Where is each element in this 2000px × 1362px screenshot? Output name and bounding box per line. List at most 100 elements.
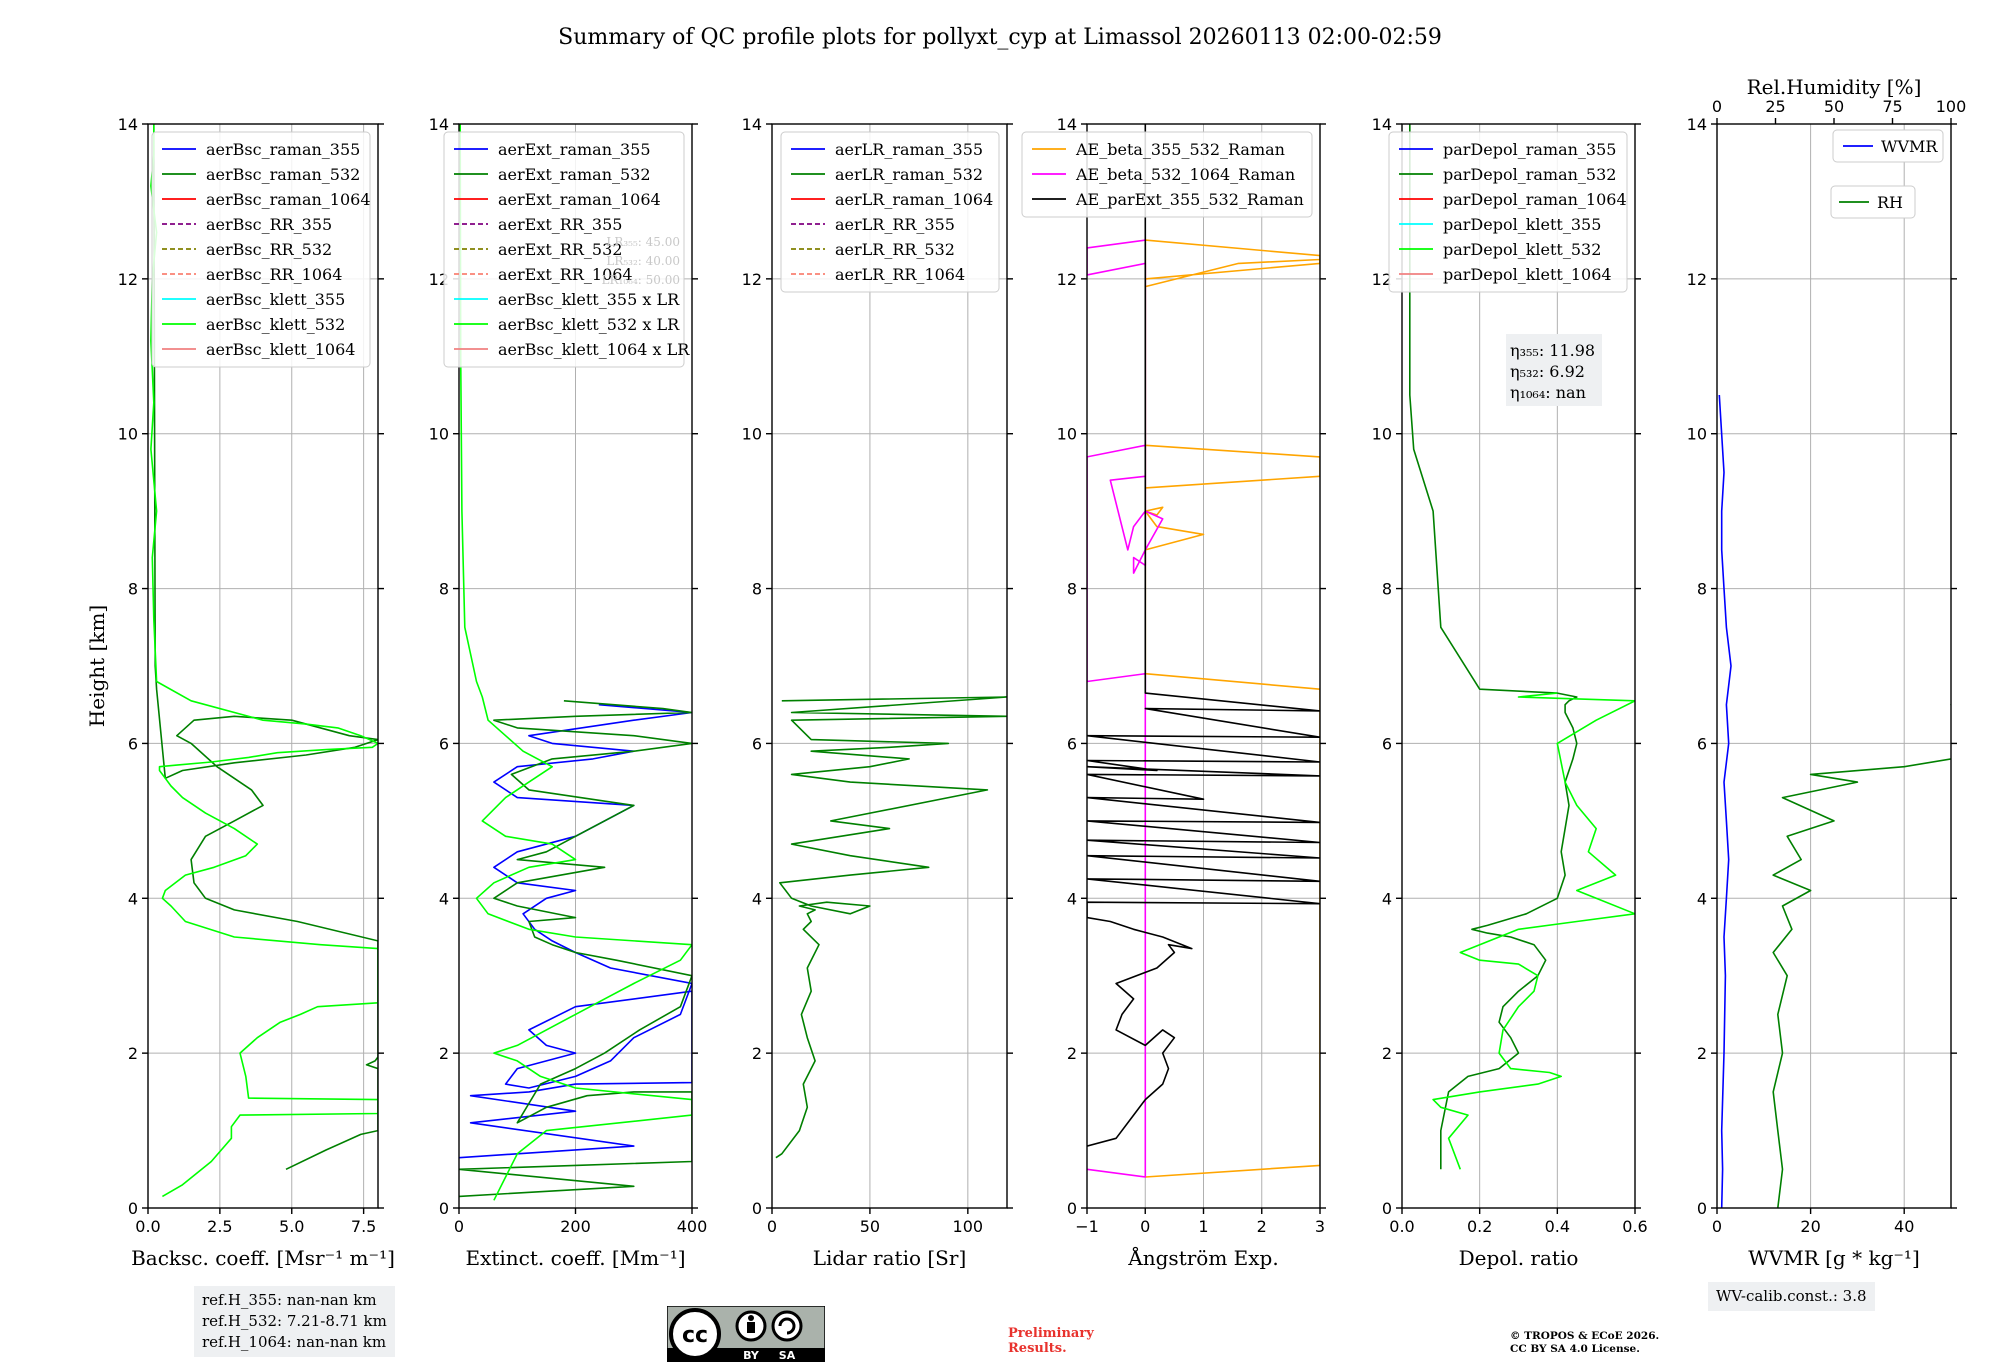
x-tick-label: 2.5 <box>207 1217 232 1236</box>
legend-label: aerBsc_klett_1064 x LR <box>498 340 690 359</box>
y-axis-label: Height [km] <box>85 605 109 727</box>
y-tick-label: 6 <box>439 734 449 753</box>
preliminary-line-1: Preliminary <box>1008 1326 1094 1341</box>
y-tick-label: 12 <box>118 270 138 289</box>
x-tick-label: 100 <box>953 1217 984 1236</box>
y-tick-label: 4 <box>752 889 762 908</box>
series-line-aerExt_raman_532 <box>459 700 692 1198</box>
legend-label: parDepol_raman_355 <box>1443 140 1616 159</box>
legend-label: aerBsc_klett_532 <box>206 315 345 334</box>
legend-label: aerExt_RR_1064 <box>498 265 633 284</box>
x-tick-label: 0 <box>767 1217 777 1236</box>
reference-height-box: ref.H_355: nan-nan km ref.H_532: 7.21-8.… <box>194 1286 395 1357</box>
copyright-notice: © TROPOS & ECoE 2026. CC BY SA 4.0 Licen… <box>1510 1330 1659 1356</box>
x-tick-label: 0 <box>1140 1217 1150 1236</box>
y-tick-label: 2 <box>439 1044 449 1063</box>
legend-label: aerBsc_RR_1064 <box>206 265 342 284</box>
legend-label: aerLR_RR_355 <box>835 215 955 234</box>
legend-label: aerBsc_raman_355 <box>206 140 360 159</box>
legend-label: aerBsc_RR_532 <box>206 240 332 259</box>
x-tick-label: 7.5 <box>351 1217 376 1236</box>
legend-label: aerLR_raman_1064 <box>835 190 993 209</box>
legend: aerExt_raman_355 aerExt_raman_532 aerExt_r… <box>443 131 690 368</box>
cc-sa-label: SA <box>779 1349 796 1362</box>
x-axis-label: Lidar ratio [Sr] <box>813 1246 967 1270</box>
y-tick-label: 0 <box>128 1199 138 1218</box>
y-tick-label: 10 <box>1687 425 1707 444</box>
y-tick-label: 12 <box>1057 270 1077 289</box>
y-tick-label: 6 <box>1382 734 1392 753</box>
y-tick-label: 12 <box>1372 270 1392 289</box>
series-line-RH <box>1772 703 1951 1208</box>
legend-label: AE_beta_532_1064_Raman <box>1075 165 1295 184</box>
y-tick-label: 14 <box>118 115 138 134</box>
legend-label: parDepol_klett_355 <box>1443 215 1601 234</box>
top-x-tick-label: 0 <box>1712 97 1722 116</box>
y-tick-label: 10 <box>118 425 138 444</box>
y-tick-label: 4 <box>1697 889 1707 908</box>
legend-label: parDepol_klett_532 <box>1443 240 1601 259</box>
y-tick-label: 12 <box>742 270 762 289</box>
x-tick-label: 0.0 <box>1389 1217 1414 1236</box>
series-group <box>459 124 692 1201</box>
series-group <box>1409 124 1635 1170</box>
legend-box <box>780 131 1000 293</box>
eta-annotation: η₅₃₂: 6.92 <box>1510 362 1585 381</box>
x-tick-label: 5.0 <box>279 1217 304 1236</box>
x-tick-label: 0.2 <box>1467 1217 1492 1236</box>
x-tick-label: 20 <box>1800 1217 1820 1236</box>
y-tick-label: 6 <box>1697 734 1707 753</box>
legend-label: aerBsc_RR_355 <box>206 215 332 234</box>
legend-label: RH <box>1877 193 1903 212</box>
y-tick-label: 8 <box>1697 580 1707 599</box>
panel-depol: 0 2 4 6 8 10 12 14 0.0 0.2 0.4 0.6 Depol. ratio parDe… <box>1372 115 1648 1270</box>
y-tick-label: 6 <box>1067 734 1077 753</box>
y-tick-label: 10 <box>742 425 762 444</box>
legend-label: aerBsc_klett_1064 <box>206 340 355 359</box>
x-tick-label: 2 <box>1257 1217 1267 1236</box>
y-tick-label: 0 <box>1067 1199 1077 1218</box>
y-tick-label: 4 <box>439 889 449 908</box>
series-line-aerBsc_klett_532 <box>150 124 378 1198</box>
legend-label: parDepol_klett_1064 <box>1443 265 1612 284</box>
x-axis-label: Ångström Exp. <box>1127 1245 1278 1270</box>
y-tick-label: 0 <box>1697 1199 1707 1218</box>
top-x-tick-label: 75 <box>1882 97 1902 116</box>
x-axis-label: Extinct. coeff. [Mm⁻¹] <box>465 1246 685 1270</box>
legend-box <box>151 131 371 368</box>
legend-label: aerLR_RR_1064 <box>835 265 965 284</box>
y-tick-label: 12 <box>1687 270 1707 289</box>
legend: AE_beta_355_532_Raman AE_beta_532_1064_Ra… <box>1021 131 1313 218</box>
x-axis-label: Backsc. coeff. [Msr⁻¹ m⁻¹] <box>131 1246 395 1270</box>
series-line-parDepol_klett_532 <box>1432 692 1635 1170</box>
legend-box <box>1832 129 1944 163</box>
eta-annotation: η₁₀₆₄: nan <box>1510 383 1586 402</box>
x-tick-label: −1 <box>1075 1217 1099 1236</box>
copyright-line-2: CC BY SA 4.0 License. <box>1510 1343 1640 1355</box>
share-alike-icon <box>771 1310 803 1342</box>
wv-calibration-box: WV-calib.const.: 3.8 <box>1708 1282 1875 1311</box>
series-group <box>1718 394 1951 1208</box>
axes-frame <box>771 123 1008 1209</box>
y-tick-label: 2 <box>1382 1044 1392 1063</box>
x-tick-label: 50 <box>860 1217 880 1236</box>
series-line-AE_parExt_355_532_Raman <box>1087 124 1320 1147</box>
y-tick-label: 2 <box>1697 1044 1707 1063</box>
lr-annotation: LR₃₅₅: 45.00 <box>606 235 680 249</box>
top-x-tick-label: 25 <box>1765 97 1785 116</box>
y-tick-label: 14 <box>1687 115 1707 134</box>
copyright-line-1: © TROPOS & ECoE 2026. <box>1510 1330 1660 1342</box>
y-tick-label: 4 <box>128 889 138 908</box>
x-tick-label: 1 <box>1198 1217 1208 1236</box>
y-tick-label: 14 <box>742 115 762 134</box>
legend-box <box>1388 131 1628 293</box>
lr-annotation: LR₁₀₆₄: 50.00 <box>602 273 680 287</box>
x-tick-label: 0 <box>454 1217 464 1236</box>
legend-label: aerExt_RR_355 <box>498 215 622 234</box>
cc-by-label: BY <box>743 1349 760 1362</box>
y-tick-label: 14 <box>1372 115 1392 134</box>
figure-title: Summary of QC profile plots for pollyxt_… <box>558 25 1442 50</box>
panel-lr: 0 2 4 6 8 10 12 14 0 50 100 Lidar ratio [Sr] aerLR_r… <box>742 115 1013 1270</box>
panel-wv: 0 2 4 6 8 10 12 14 0 20 40 WVMR [g * kg⁻¹] 0 25 50 75 10… <box>1687 75 1967 1270</box>
